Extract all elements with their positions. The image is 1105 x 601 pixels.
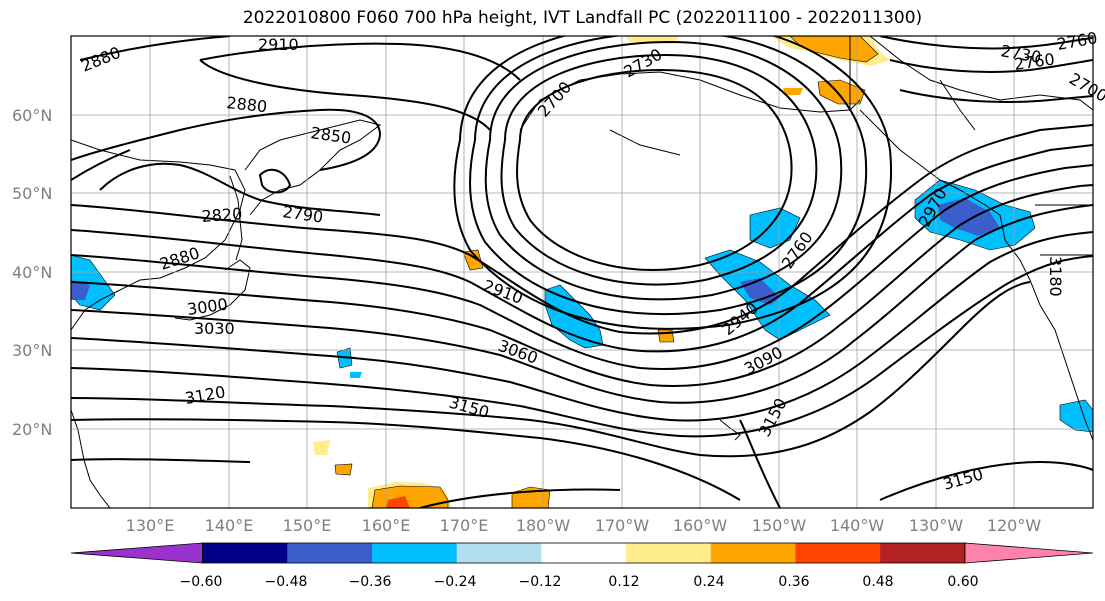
colorbar-swatch <box>880 543 966 563</box>
map-plot-area <box>71 36 1093 508</box>
colorbar-tick-label: 0.48 <box>862 574 893 590</box>
colorbar-swatch <box>541 543 627 563</box>
lon-label: 120°W <box>987 516 1042 535</box>
lon-label: 140°W <box>830 516 885 535</box>
contour-label: 3030 <box>194 319 235 338</box>
lon-label: 160°E <box>362 516 411 535</box>
colorbar-swatch <box>710 543 796 563</box>
contour-label: 2880 <box>226 93 268 116</box>
lat-label: 20°N <box>12 420 52 439</box>
colorbar-swatch <box>287 543 373 563</box>
colorbar-tick-label: 0.12 <box>608 574 639 590</box>
lon-label: 160°W <box>673 516 728 535</box>
lon-label: 180°W <box>516 516 571 535</box>
colorbar-swatch <box>795 543 881 563</box>
lon-label: 150°W <box>752 516 807 535</box>
colorbar-tick-label: −0.12 <box>519 574 562 590</box>
height-contours <box>71 36 1093 508</box>
contour-label: 2820 <box>201 204 243 226</box>
colorbar-tick-label: 0.60 <box>947 574 978 590</box>
colorbar-tick-label: −0.48 <box>265 574 308 590</box>
colorbar-tick-label: −0.60 <box>180 574 223 590</box>
colorbar-swatch <box>202 543 288 563</box>
lon-label: 170°W <box>595 516 650 535</box>
colorbar-arrow-min <box>70 542 203 564</box>
contour-label: 2910 <box>258 35 299 54</box>
lon-label: 130°E <box>126 516 175 535</box>
map-title: 2022010800 F060 700 hPa height, IVT Land… <box>242 8 923 28</box>
lon-label: 140°E <box>205 516 254 535</box>
colorbar <box>70 542 1094 564</box>
colorbar-arrow-max <box>964 542 1094 564</box>
lon-label: 130°W <box>909 516 964 535</box>
colorbar-swatch <box>371 543 458 563</box>
lat-label: 60°N <box>12 106 52 125</box>
longitude-labels: 130°E 140°E 150°E 160°E 170°E 180°W 170°… <box>126 516 1042 535</box>
colorbar-tick-label: −0.24 <box>434 574 477 590</box>
colorbar-outline <box>202 542 966 564</box>
colorbar-tick-label: 0.24 <box>693 574 724 590</box>
contour-label: 3180 <box>1046 256 1065 297</box>
lon-label: 150°E <box>283 516 332 535</box>
colorbar-tick-label: 0.36 <box>778 574 809 590</box>
lat-label: 50°N <box>12 184 52 203</box>
lon-label: 170°E <box>440 516 489 535</box>
colorbar-swatch <box>456 543 542 563</box>
map-frame <box>70 35 1094 509</box>
colorbar-swatch <box>626 543 712 563</box>
latitude-labels: 60°N 50°N 40°N 30°N 20°N <box>12 106 52 439</box>
colorbar-tick-label: −0.36 <box>349 574 392 590</box>
gridlines <box>71 36 1093 508</box>
lat-label: 30°N <box>12 341 52 360</box>
lat-label: 40°N <box>12 263 52 282</box>
colorbar-tick-labels: −0.60 −0.48 −0.36 −0.24 −0.12 0.12 0.24 … <box>180 574 979 590</box>
